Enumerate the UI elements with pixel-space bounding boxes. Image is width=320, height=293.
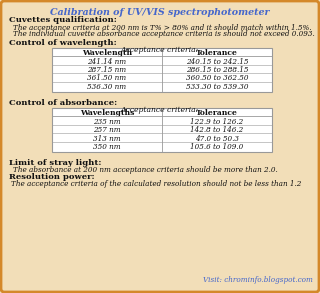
Text: 142.8 to 146.2: 142.8 to 146.2 [190, 126, 244, 134]
Bar [52, 108, 272, 152]
Text: 257 nm: 257 nm [93, 126, 121, 134]
Text: Control of wavelength:: Control of wavelength: [9, 39, 117, 47]
Text: 533.30 to 539.30: 533.30 to 539.30 [186, 83, 248, 91]
Text: The absorbance at 200 nm acceptance criteria should be more than 2.0.: The absorbance at 200 nm acceptance crit… [13, 166, 278, 174]
Text: 105.6 to 109.0: 105.6 to 109.0 [190, 143, 244, 151]
Text: Cuvettes qualification:: Cuvettes qualification: [9, 16, 117, 24]
Text: 47.0 to 50.3: 47.0 to 50.3 [195, 135, 239, 143]
Text: The individual cuvette absorbance acceptance criteria is should not exceed 0.093: The individual cuvette absorbance accept… [13, 30, 315, 38]
Text: Wavelength: Wavelength [82, 49, 132, 57]
Text: Control of absorbance:: Control of absorbance: [9, 99, 117, 107]
Text: 536.30 nm: 536.30 nm [87, 83, 127, 91]
Text: 122.9 to 126.2: 122.9 to 126.2 [190, 118, 244, 126]
Text: Acceptance criteria:: Acceptance criteria: [121, 46, 199, 54]
Text: 286.15 to 288.15: 286.15 to 288.15 [186, 66, 248, 74]
Text: 287.15 nm: 287.15 nm [87, 66, 127, 74]
Text: 360.50 to 362.50: 360.50 to 362.50 [186, 74, 248, 83]
Text: Wavelengths: Wavelengths [80, 109, 134, 117]
Text: The acceptance criteria of the calculated resolution should not be less than 1.2: The acceptance criteria of the calculate… [11, 180, 301, 188]
Text: 350 nm: 350 nm [93, 143, 121, 151]
Text: Tolerance: Tolerance [196, 49, 238, 57]
Text: Calibration of UV/VIS spectrophotometer: Calibration of UV/VIS spectrophotometer [50, 8, 270, 17]
Text: Tolerance: Tolerance [196, 109, 238, 117]
Text: 361.50 nm: 361.50 nm [87, 74, 127, 83]
Text: Visit: chrominfo.blogspot.com: Visit: chrominfo.blogspot.com [203, 276, 313, 284]
Text: Resolution power:: Resolution power: [9, 173, 95, 181]
Text: 235 nm: 235 nm [93, 118, 121, 126]
Text: 241.14 nm: 241.14 nm [87, 57, 127, 66]
Bar [52, 48, 272, 92]
Text: 240.15 to 242.15: 240.15 to 242.15 [186, 57, 248, 66]
Text: 313 nm: 313 nm [93, 135, 121, 143]
Text: Limit of stray light:: Limit of stray light: [9, 159, 101, 167]
Text: The acceptance criteria at 200 nm is T% > 80% and it should match within 1.5%.: The acceptance criteria at 200 nm is T% … [13, 23, 312, 32]
Text: Acceptance criteria:: Acceptance criteria: [121, 106, 199, 114]
